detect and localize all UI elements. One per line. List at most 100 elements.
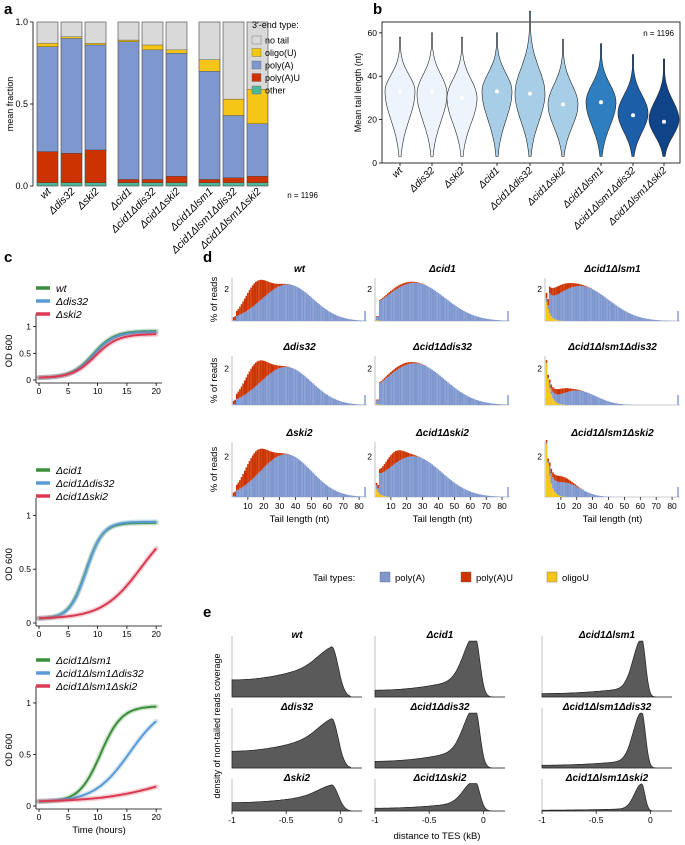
hist-bar-polyAU — [393, 369, 395, 372]
hist-bar-polyA — [294, 457, 297, 497]
density-area-Δcid1Δlsm1Δski2 — [541, 783, 672, 812]
hist-bar-polyA — [450, 480, 453, 497]
hist-bar-polyA — [568, 483, 570, 497]
hist-bar-polyAU — [248, 461, 251, 482]
hist-bar-polyA — [442, 473, 445, 497]
hist-bar-polyAU — [256, 361, 259, 385]
hist-bar-polyA — [553, 479, 556, 492]
hist-bar-polyA — [463, 488, 465, 497]
x-tick-label: 20 — [151, 629, 161, 639]
x-tick-label: wt — [38, 185, 55, 202]
hist-bar-polyAU — [410, 454, 413, 457]
hist-bar-polyA — [447, 300, 449, 321]
hist-bar-polyA — [564, 289, 567, 321]
hist-bar-polyA — [404, 457, 406, 497]
hist-bar-polyA — [602, 296, 605, 321]
x-tick-label: Δcid1 — [476, 165, 502, 191]
hist-title: Δcid1Δlsm1 — [583, 264, 641, 275]
violin-median-point — [460, 95, 464, 100]
hist-bar-polyA — [498, 404, 500, 405]
bar-segment-polya — [165, 53, 188, 177]
hist-bar-polyA — [383, 471, 386, 497]
bar-segment-oligou — [84, 43, 107, 46]
hist-bar-polyAU — [566, 283, 569, 290]
hist-bar-oligoU — [382, 495, 384, 497]
hist-bar-polyAU — [547, 374, 549, 378]
hist-bar-polyA — [637, 316, 640, 321]
hist-bar-polyA — [386, 376, 389, 405]
hist-bar-polyAU — [409, 362, 411, 364]
hist-bar-oligoU — [375, 404, 378, 405]
hist-bar-polyAU — [399, 365, 402, 368]
hist-bar-polyA — [342, 317, 344, 321]
hist-bar-polyA — [347, 403, 349, 405]
hist-bar-polyA — [401, 366, 403, 405]
panel-label-b: b — [373, 1, 382, 18]
hist-bar-polyAU — [418, 363, 421, 364]
legend-label: poly(A)U — [265, 73, 300, 83]
hist-bar-polyA — [418, 283, 421, 321]
hist-bar-polyA — [307, 379, 310, 405]
hist-bar-polyA — [545, 362, 548, 364]
hist-bar-polyA — [342, 493, 344, 497]
x-tick-label: wt — [390, 164, 406, 180]
hist-bar-polyA — [459, 309, 462, 321]
hist-bar-polyA — [396, 288, 399, 321]
hist-bar-polyA — [261, 380, 263, 405]
hist-bar-polyA — [601, 496, 603, 497]
y-axis-label: OD 600 — [4, 734, 15, 767]
hist-bar-polyA — [358, 496, 360, 497]
x-axis-label: Tail length (nt) — [413, 514, 473, 525]
hist-bar-polyA — [394, 289, 397, 321]
hist-bar-polyAU — [558, 475, 561, 482]
hist-bar-polyA — [316, 477, 319, 497]
hist-bar-polyAU — [247, 292, 249, 311]
hist-bar-polyAU — [261, 279, 263, 299]
hist-bar-polyA — [452, 386, 454, 405]
hist-bar-oligoU — [545, 301, 548, 321]
hist-bar-polyA — [658, 320, 661, 321]
hist-bar-polyAU — [391, 453, 394, 466]
y-tick-label: 0.5 — [15, 99, 28, 109]
hist-bar-oligoU — [547, 463, 549, 497]
hist-bar-polyA — [623, 310, 626, 321]
hist-bar-polyA — [582, 286, 584, 321]
hist-bar-polyAU — [390, 290, 392, 293]
hist-bar-polyAU — [248, 371, 251, 392]
hist-bar-polyA — [310, 381, 313, 405]
hist-bar-oligoU — [550, 483, 553, 497]
hist-bar-polyA — [324, 484, 327, 497]
hist-bar-polyA — [661, 320, 664, 321]
hist-bar-polyA — [293, 368, 295, 405]
hist-bar-polyAU — [572, 283, 575, 287]
bar-segment-polyau — [84, 149, 107, 183]
hist-bar-polyAU — [399, 284, 402, 287]
hist-bar-polyA — [450, 384, 453, 405]
hist-bar-polyA — [347, 494, 349, 497]
hist-bar-polyA — [475, 493, 478, 497]
hist-bar-polyA — [583, 490, 586, 497]
hist-bar-polyA — [243, 394, 246, 405]
hist-bar-polyA — [285, 454, 287, 497]
hist-bar-polyAU — [386, 293, 389, 296]
x-tick-label: 15 — [122, 386, 132, 396]
hist-bar-polyA — [250, 480, 252, 497]
hist-bar-polyA — [561, 393, 564, 405]
hist-bar-polyA — [270, 460, 273, 497]
hist-bar-polyAU — [388, 457, 391, 468]
hist-bar-polyAU — [410, 362, 413, 364]
x-tick-label: 20 — [259, 501, 269, 511]
hist-bar-polyAU — [566, 388, 569, 393]
y-axis-label: OD 600 — [4, 335, 15, 368]
hist-bar-polyA — [235, 490, 238, 497]
hist-bar-polyA — [393, 464, 395, 497]
hist-bar-polyAU — [243, 470, 246, 486]
hist-bar-polyAU — [235, 484, 238, 491]
growth-curve-Δcid1Δski2 — [38, 547, 157, 620]
hist-bar-polyA — [501, 404, 503, 405]
y-axis-label: % of reads — [209, 358, 220, 404]
hist-bar-polyA — [267, 463, 270, 497]
hist-bar-polyA — [458, 308, 460, 321]
hist-bar-polyAU — [560, 284, 562, 293]
hist-bar-polyA — [439, 294, 441, 321]
